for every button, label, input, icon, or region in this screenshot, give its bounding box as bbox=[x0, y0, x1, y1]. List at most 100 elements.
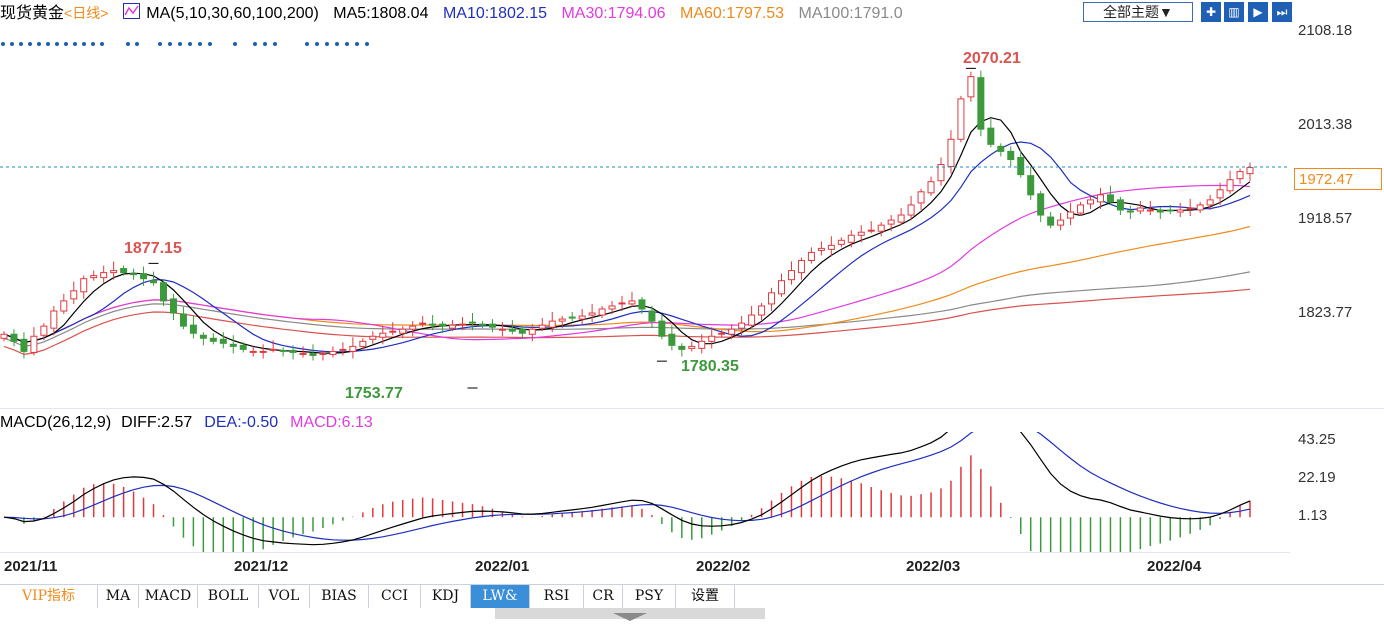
chart-header: 现货黄金<日线> MA(5,10,30,60,100,200) MA5:1808… bbox=[0, 2, 913, 24]
ma200-line bbox=[3, 288, 1251, 356]
candle-body bbox=[1136, 207, 1144, 212]
candle-body bbox=[110, 270, 118, 274]
price-chart[interactable] bbox=[0, 20, 1290, 420]
candle-body bbox=[618, 302, 626, 305]
macd-tick-1: 43.25 bbox=[1298, 431, 1336, 448]
candle-body bbox=[189, 324, 197, 334]
event-dot bbox=[64, 42, 68, 46]
high-annotation-2: 2070.21 bbox=[963, 50, 1021, 67]
candle-body bbox=[1186, 207, 1194, 210]
candle-body bbox=[359, 340, 367, 347]
chart-type-icon[interactable]: ▥ bbox=[1224, 2, 1244, 22]
tab-ma[interactable]: MA bbox=[98, 585, 139, 608]
candle-body bbox=[20, 338, 28, 352]
event-dot bbox=[188, 42, 192, 46]
event-dot bbox=[28, 42, 32, 46]
candle-body bbox=[478, 323, 486, 326]
ma100-value: MA100:1791.0 bbox=[798, 5, 903, 22]
event-dot bbox=[135, 42, 139, 46]
candle-body bbox=[758, 305, 766, 316]
tab-vip[interactable]: VIP指标 bbox=[0, 585, 98, 608]
candle-body bbox=[1236, 171, 1244, 180]
candle-body bbox=[488, 323, 496, 328]
chart-scrollbar[interactable] bbox=[495, 608, 765, 621]
tab-psy[interactable]: PSY bbox=[623, 585, 676, 608]
candle-body bbox=[50, 310, 58, 329]
event-dot bbox=[55, 42, 59, 46]
candle-body bbox=[90, 275, 98, 279]
ma10-value: MA10:1802.15 bbox=[442, 5, 548, 22]
event-dot bbox=[315, 42, 319, 46]
tab-kdj[interactable]: KDJ bbox=[421, 585, 471, 608]
current-price-tag: 1972.47 bbox=[1294, 168, 1382, 190]
event-dot bbox=[198, 42, 202, 46]
play-icon[interactable]: ▶ bbox=[1248, 2, 1268, 22]
candle-body bbox=[678, 345, 686, 350]
ma5-value: MA5:1808.04 bbox=[333, 5, 429, 22]
tab-settings[interactable]: 设置 bbox=[676, 585, 735, 608]
forward-icon[interactable]: ⏭ bbox=[1272, 2, 1292, 22]
candle-body bbox=[319, 352, 327, 355]
ma-params: MA(5,10,30,60,100,200) bbox=[146, 5, 319, 22]
macd-params: MACD(26,12,9) bbox=[0, 414, 112, 431]
macd-chart[interactable] bbox=[0, 432, 1290, 552]
event-dot bbox=[10, 42, 14, 46]
candle-body bbox=[159, 282, 167, 302]
tab-vol[interactable]: VOL bbox=[259, 585, 310, 608]
candle-body bbox=[449, 324, 457, 329]
price-tick-1: 2108.18 bbox=[1298, 22, 1353, 39]
tab-rsi[interactable]: RSI bbox=[530, 585, 584, 608]
candle-body bbox=[548, 320, 556, 328]
candle-body bbox=[1007, 150, 1015, 160]
tab-boll[interactable]: BOLL bbox=[198, 585, 259, 608]
tab-macd[interactable]: MACD bbox=[139, 585, 198, 608]
candle-body bbox=[797, 259, 805, 274]
candle-body bbox=[1206, 199, 1214, 206]
topic-select[interactable]: 全部主题▼ bbox=[1083, 2, 1193, 22]
candle-body bbox=[668, 333, 676, 346]
candle-body bbox=[389, 330, 397, 333]
x-tick: 2022/04 bbox=[1147, 558, 1202, 575]
ma100-line bbox=[3, 271, 1251, 348]
candle-body bbox=[658, 320, 666, 337]
low-annotation-1: 1753.77 bbox=[345, 385, 403, 402]
grid-icon[interactable]: ✚ bbox=[1201, 2, 1221, 22]
candle-body bbox=[857, 231, 865, 236]
macd-header: MACD(26,12,9) DIFF:2.57 DEA:-0.50 MACD:6.13 bbox=[0, 414, 373, 432]
candle-body bbox=[0, 333, 8, 339]
candle-body bbox=[977, 77, 985, 130]
candle-body bbox=[817, 247, 825, 251]
x-tick: 2022/03 bbox=[906, 558, 961, 575]
tab-cr[interactable]: CR bbox=[584, 585, 623, 608]
candle-body bbox=[698, 340, 706, 349]
event-dot bbox=[233, 42, 237, 46]
candle-body bbox=[608, 305, 616, 310]
x-tick: 2021/12 bbox=[234, 558, 289, 575]
tab-bias[interactable]: BIAS bbox=[310, 585, 369, 608]
candle-body bbox=[1156, 209, 1164, 213]
low-annotation-2: 1780.35 bbox=[681, 358, 739, 375]
tab-lw[interactable]: LW& bbox=[471, 585, 530, 608]
event-dot bbox=[365, 42, 369, 46]
candle-body bbox=[588, 312, 596, 316]
candle-body bbox=[80, 278, 88, 293]
candle-body bbox=[787, 270, 795, 281]
candle-body bbox=[209, 337, 217, 342]
candle-body bbox=[1057, 219, 1065, 226]
period-label[interactable]: <日线> bbox=[64, 5, 109, 21]
candle-body bbox=[40, 325, 48, 336]
candle-body bbox=[518, 328, 526, 334]
candle-body bbox=[239, 344, 247, 350]
ma-settings-icon[interactable] bbox=[122, 3, 140, 19]
event-dot bbox=[168, 42, 172, 46]
event-dot bbox=[253, 42, 257, 46]
candle-body bbox=[269, 348, 277, 351]
instrument-name: 现货黄金 bbox=[0, 5, 65, 22]
candle-body bbox=[807, 251, 815, 261]
candle-body bbox=[718, 332, 726, 335]
candle-body bbox=[957, 98, 965, 140]
event-dot bbox=[82, 42, 86, 46]
indicator-tab-bar: VIP指标 MA MACD BOLL VOL BIAS CCI KDJ LW& … bbox=[0, 584, 1384, 609]
tab-cci[interactable]: CCI bbox=[369, 585, 421, 608]
candle-body bbox=[967, 76, 975, 98]
